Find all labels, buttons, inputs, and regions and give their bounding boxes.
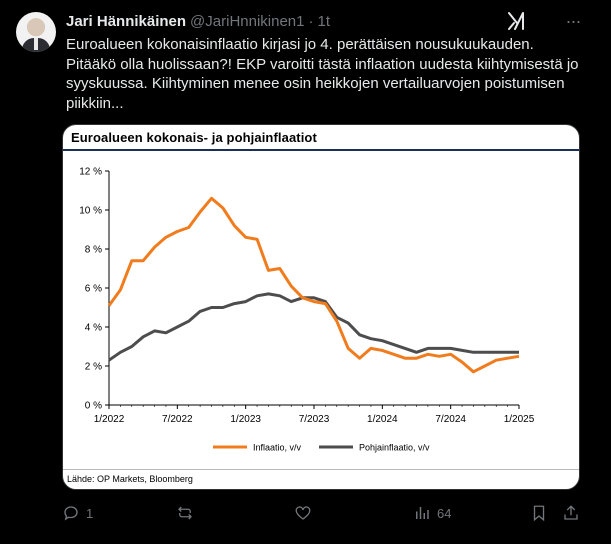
tweet-header: Jari Hännikäinen @JariHnnikinen1 · 1t: [66, 12, 330, 30]
author-name[interactable]: Jari Hännikäinen: [66, 12, 187, 30]
chart-source: Lähde: OP Markets, Bloomberg: [67, 474, 193, 484]
author-handle[interactable]: @JariHnnikinen1: [190, 12, 305, 30]
y-tick-label: 4 %: [85, 323, 102, 334]
y-tick-label: 2 %: [85, 362, 102, 373]
legend-label-inflation: Inflaatio, v/v: [253, 443, 302, 453]
tweet-text: Euroalueen kokonaisinflaatio kirjasi jo …: [66, 36, 579, 112]
y-tick-label: 6 %: [85, 284, 102, 295]
title-divider: [63, 149, 579, 151]
views-count: 64: [437, 505, 452, 521]
like-icon: [295, 506, 311, 520]
bookmark-button[interactable]: [530, 504, 548, 522]
series-line-inflation: [107, 196, 520, 374]
share-icon: [564, 505, 578, 520]
avatar[interactable]: [16, 12, 56, 52]
more-icon[interactable]: ···: [565, 11, 582, 31]
like-button[interactable]: [294, 504, 312, 522]
tweet-actions: 1 64: [62, 504, 582, 524]
retweet-button[interactable]: [176, 504, 194, 522]
views-button[interactable]: 64: [413, 504, 451, 522]
grok-icon[interactable]: [505, 10, 527, 32]
views-icon: [416, 507, 429, 519]
line-chart: 0 % 2 % 4 % 6 % 8 % 10 % 12 % 1/2022 7/2022 1/202…: [79, 167, 535, 453]
y-tick-label: 12 %: [79, 167, 102, 178]
x-tick-label: 1/2024: [367, 414, 398, 425]
x-tick-label: 1/2023: [230, 414, 261, 425]
x-tick-label: 7/2023: [299, 414, 330, 425]
y-tick-label: 10 %: [79, 206, 102, 217]
series-line-core-inflation: [108, 292, 519, 362]
x-tick-label: 7/2022: [162, 414, 193, 425]
tweet-media-chart[interactable]: Euroalueen kokonais- ja pohjainflaatiot …: [62, 124, 580, 490]
chart-title: Euroalueen kokonais- ja pohjainflaatiot: [71, 130, 317, 145]
share-button[interactable]: [562, 504, 580, 522]
reply-button[interactable]: 1: [62, 504, 93, 522]
bookmark-icon: [533, 505, 545, 522]
retweet-icon: [178, 506, 192, 520]
y-tick-label: 0 %: [85, 401, 102, 412]
reply-count: 1: [86, 505, 94, 521]
x-tick-label: 1/2025: [504, 414, 535, 425]
source-divider: [63, 469, 579, 470]
reply-icon: [64, 506, 78, 521]
timestamp[interactable]: 1t: [317, 12, 331, 30]
y-tick-label: 8 %: [85, 245, 102, 256]
x-tick-label: 1/2022: [94, 414, 125, 425]
legend-label-core-inflation: Pohjainflaatio, v/v: [359, 443, 430, 453]
x-tick-label: 7/2024: [435, 414, 466, 425]
separator-dot: ·: [308, 12, 314, 30]
